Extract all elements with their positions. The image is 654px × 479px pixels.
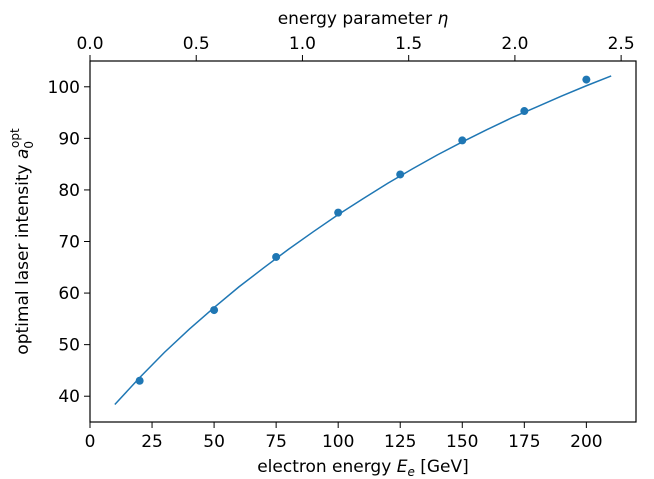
data-point: [272, 252, 281, 261]
tick-layer: 0 25 50 75 100 125 150 175 200 40 50 60 70 80 90 100 0.0…: [48, 34, 635, 452]
data-point: [458, 136, 467, 145]
y-tick-label: 80: [58, 181, 80, 201]
top-x-tick-label: 1.5: [395, 34, 422, 54]
x-tick-label: 25: [141, 432, 163, 452]
data-points-layer: [135, 75, 591, 385]
y-tick-label: 70: [58, 233, 80, 253]
data-point: [135, 376, 144, 385]
x-tick-label: 0: [85, 432, 96, 452]
top-x-tick-label: 2.0: [501, 34, 528, 54]
x-tick-label: 125: [384, 432, 416, 452]
y-tick-label: 60: [58, 284, 80, 304]
top-x-tick-label: 2.5: [608, 34, 635, 54]
top-x-tick-label: 1.0: [289, 34, 316, 54]
x-tick-label: 175: [508, 432, 540, 452]
y-tick-label: 50: [58, 336, 80, 356]
plot-frame: [89, 60, 637, 423]
top-x-tick-label: 0.0: [76, 34, 103, 54]
fit-curve-line: [114, 75, 612, 405]
data-point: [210, 306, 219, 315]
y-tick-label: 100: [48, 78, 80, 98]
y-tick-label: 90: [58, 129, 80, 149]
x-axis-label: electron energy Ee [GeV]: [257, 457, 469, 479]
data-point: [582, 75, 591, 84]
data-point: [520, 107, 529, 116]
x-tick-label: 75: [265, 432, 287, 452]
x-tick-label: 100: [322, 432, 354, 452]
x-tick-label: 200: [570, 432, 602, 452]
top-x-axis-label: energy parameter η: [278, 9, 449, 29]
top-x-tick-label: 0.5: [183, 34, 210, 54]
y-tick-label: 40: [58, 387, 80, 407]
x-tick-label: 150: [446, 432, 478, 452]
fit-curve-layer: [114, 75, 612, 405]
x-tick-label: 50: [203, 432, 225, 452]
y-axis-label: optimal laser intensity a0opt: [8, 128, 36, 355]
data-point: [396, 170, 405, 179]
data-point: [334, 208, 343, 217]
